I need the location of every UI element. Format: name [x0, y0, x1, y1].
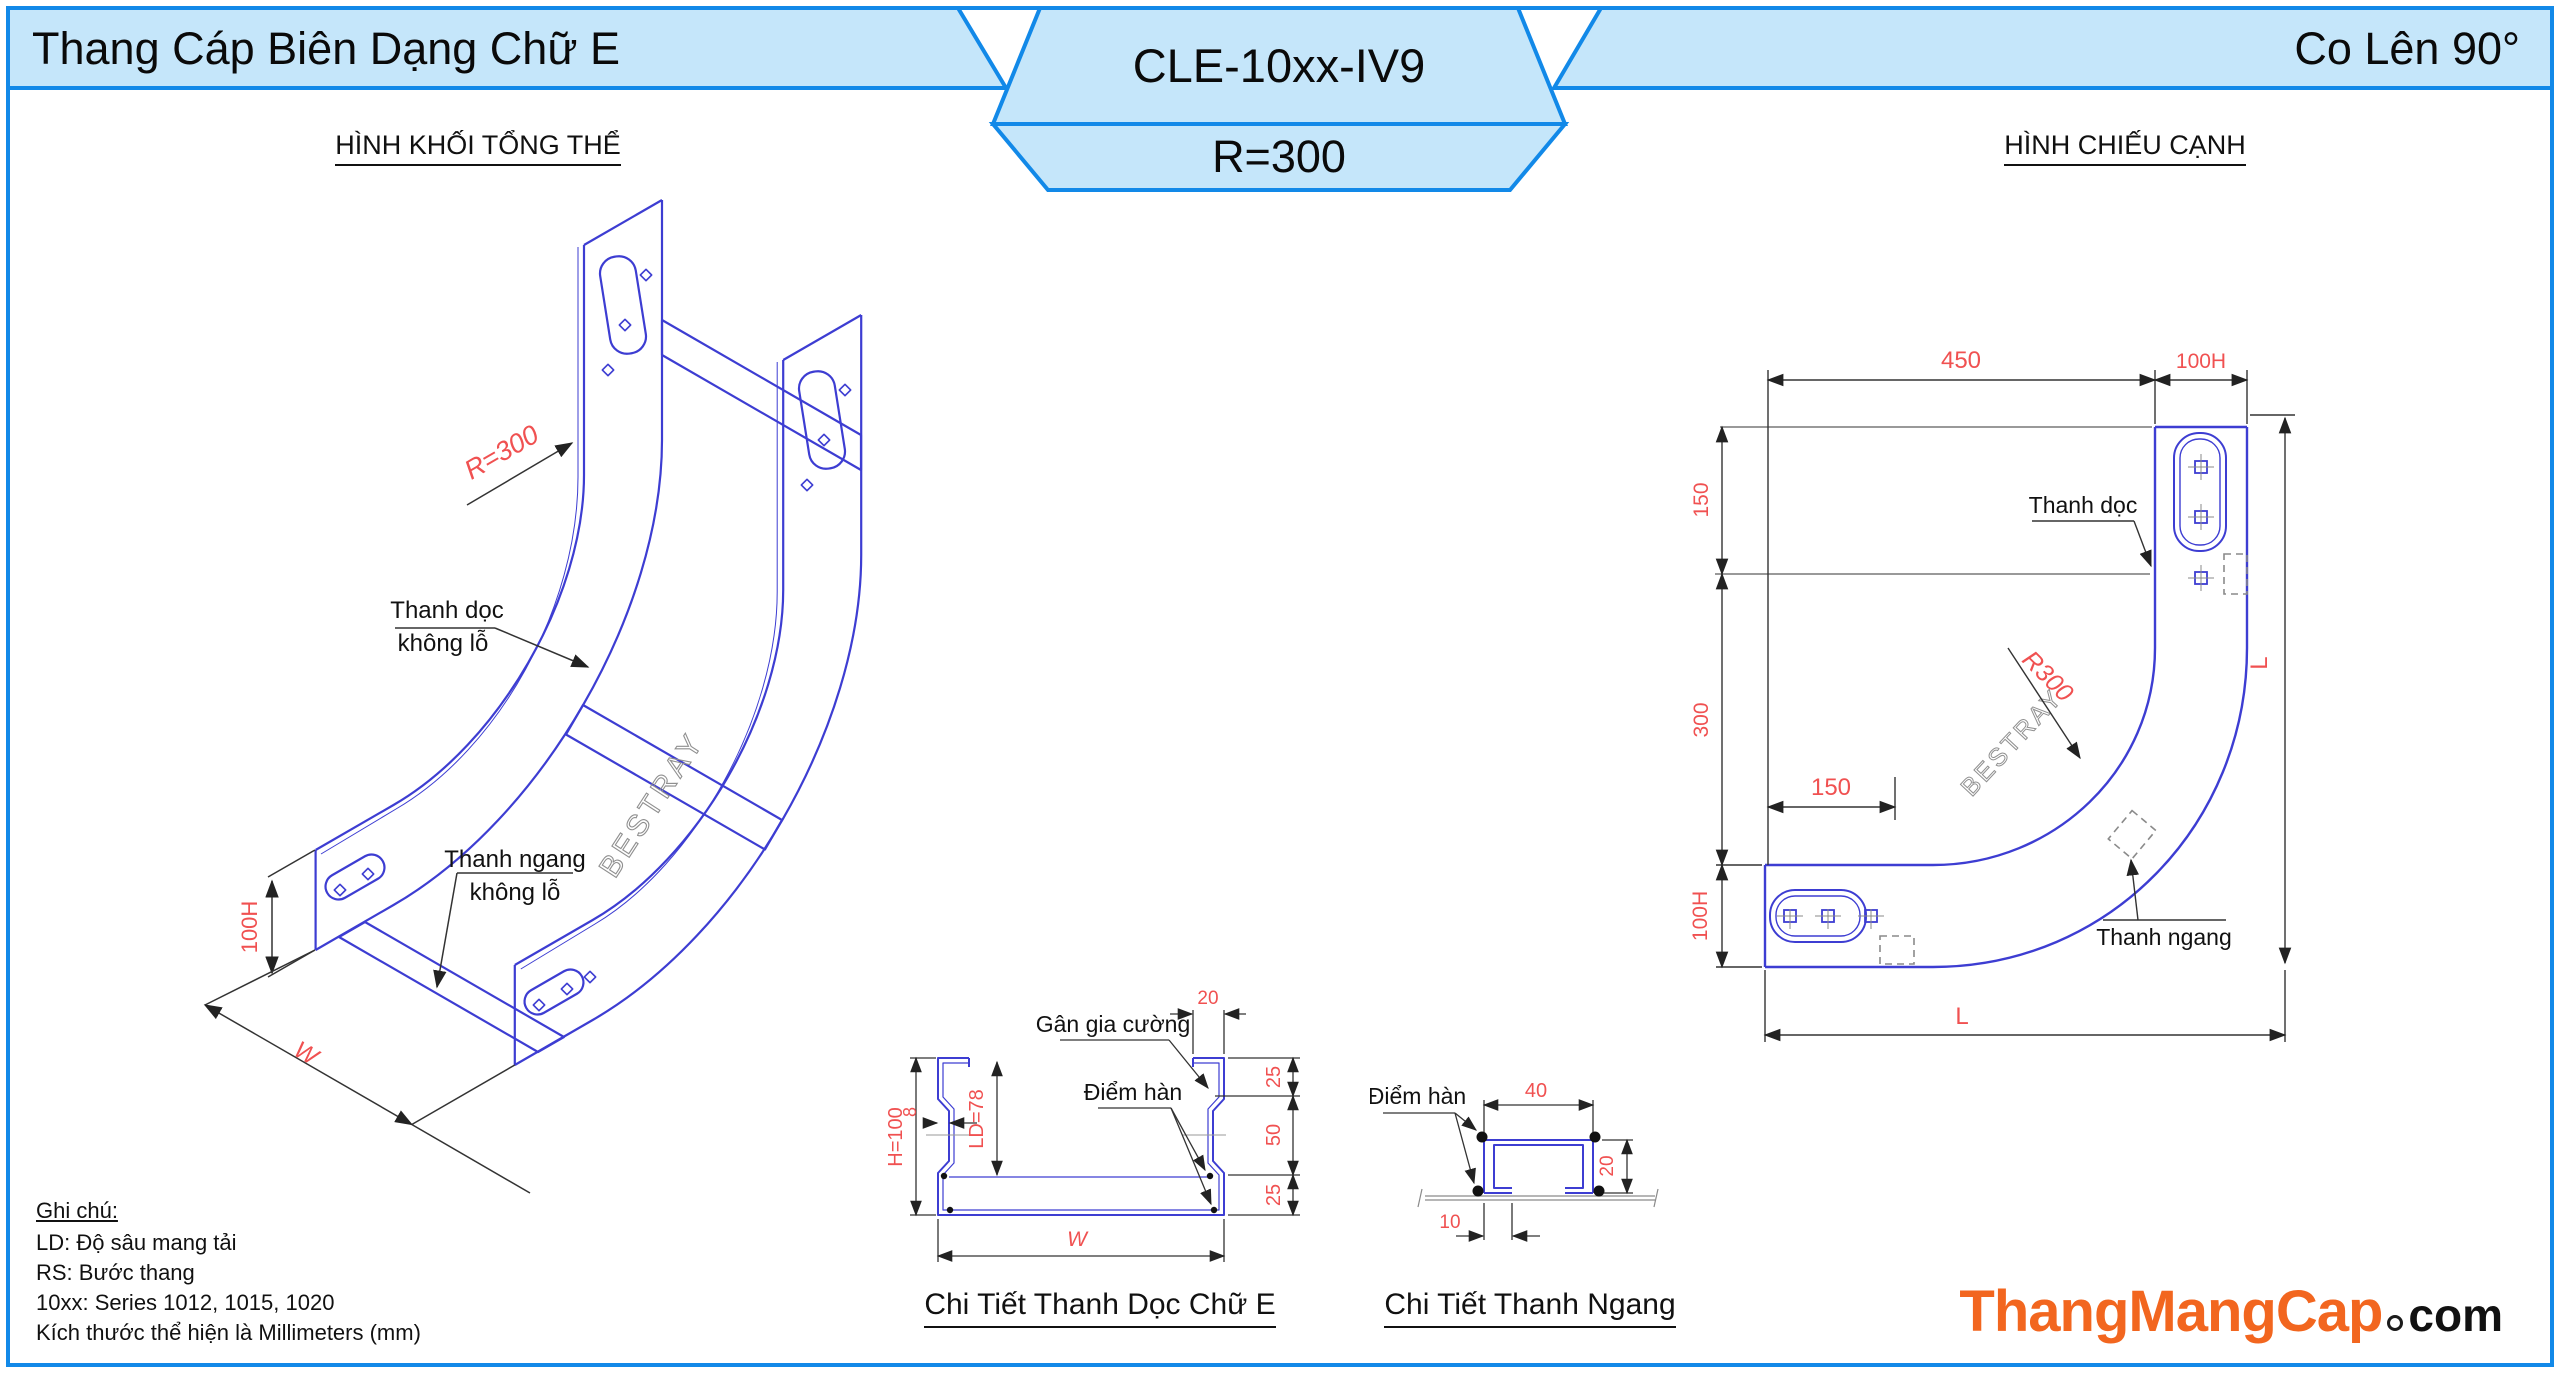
- e-dim-8: 8: [900, 1107, 920, 1117]
- side-dim-450: 450: [1941, 347, 1981, 374]
- header-radius-shape: [988, 122, 1570, 192]
- notes-block: Ghi chú: LD: Độ sâu mang tải RS: Bước th…: [36, 1196, 421, 1348]
- elbow-type: Co Lên 90°: [2294, 23, 2520, 74]
- rung-weld-dots: [1472, 1131, 1605, 1197]
- iso-dim-100h: 100H: [237, 901, 262, 954]
- iso-dim-w: W: [289, 1036, 324, 1072]
- model-code: CLE-10xx-IV9: [1133, 39, 1426, 92]
- e-weld-dots: [940, 1172, 1218, 1214]
- notes-title: Ghi chú:: [36, 1198, 118, 1223]
- iso-slot-front-bottom: [523, 968, 585, 1016]
- side-length-right: L: [2246, 656, 2273, 669]
- note-line: 10xx: Series 1012, 1015, 1020: [36, 1290, 335, 1315]
- iso-watermark: BESTRAY: [593, 726, 711, 883]
- iso-slot-back-bottom: [324, 853, 386, 901]
- brand-logo: ThangMangCap com: [1959, 1278, 2503, 1345]
- side-elbow-drawing: [1763, 425, 2249, 969]
- side-section-title: HÌNH CHIẾU CẠNH: [1925, 130, 2325, 166]
- product-title: Thang Cáp Biên Dạng Chữ E: [32, 23, 620, 74]
- rung-annotations: [1383, 1099, 1633, 1242]
- iso-slot-front-top: [797, 370, 847, 470]
- iso-rung-top: [660, 318, 863, 472]
- iso-rung-label-line1: Thanh ngang: [444, 846, 585, 873]
- e-dim-25-top: 25: [1263, 1066, 1285, 1088]
- header-banner: Thang Cáp Biên Dạng Chữ E Co Lên 90° CLE…: [6, 6, 2554, 192]
- iso-annotations: [203, 442, 590, 1194]
- e-weld-label: Điểm hàn: [1084, 1079, 1182, 1105]
- side-rung-label: Thanh ngang: [2096, 924, 2232, 950]
- rung-profile-drawing: [1483, 1139, 1594, 1194]
- note-line: RS: Bước thang: [36, 1260, 195, 1285]
- isometric-view: BESTRAY R=300 Thanh dọc không lỗ Thanh n…: [203, 199, 863, 1194]
- side-view: BESTRAY 450 100H 150 300 100H 150 R300 L…: [1690, 347, 2295, 1042]
- rung-detail: 40 20 10 Điểm hàn: [1370, 1080, 1659, 1242]
- iso-slot-back-top: [598, 255, 648, 355]
- note-line: Kích thước thể hiện là Millimeters (mm): [36, 1320, 421, 1345]
- e-dim-ld: LD=78: [966, 1089, 988, 1149]
- header-right-shape: [1550, 6, 2554, 90]
- iso-section-title: HÌNH KHỐI TỔNG THỂ: [228, 130, 728, 166]
- dot-ring-icon: [2387, 1315, 2404, 1331]
- e-dim-25-bottom: 25: [1263, 1184, 1285, 1206]
- iso-rung-bottom: [337, 920, 566, 1054]
- side-dim-150-left: 150: [1690, 482, 1713, 517]
- rung-dim-20: 20: [1597, 1155, 1618, 1176]
- e-dim-h: H=100: [885, 1107, 907, 1167]
- iso-rail-label-line2: không lỗ: [398, 630, 489, 657]
- rung-weld-label: Điểm hàn: [1370, 1083, 1466, 1109]
- side-length-bottom: L: [1955, 1003, 1968, 1030]
- radius-code: R=300: [1212, 131, 1346, 182]
- e-dim-50: 50: [1263, 1124, 1285, 1146]
- e-profile-drawing: [937, 1057, 1225, 1216]
- side-annotations: [1715, 370, 2295, 1042]
- rung-detail-title: Chi Tiết Thanh Ngang: [1360, 1288, 1700, 1328]
- note-line: LD: Độ sâu mang tải: [36, 1230, 237, 1255]
- iso-ladder-drawing: [314, 199, 863, 1066]
- side-rail-label: Thanh dọc: [2029, 492, 2138, 518]
- brand-tld: com: [2408, 1289, 2503, 1341]
- side-dim-300: 300: [1690, 702, 1713, 737]
- side-dim-150-inner: 150: [1811, 774, 1851, 801]
- iso-radius-label: R=300: [459, 419, 544, 485]
- e-dim-w: W: [1067, 1228, 1089, 1251]
- side-dim-100h-top: 100H: [2176, 350, 2226, 373]
- e-dim-20: 20: [1197, 988, 1218, 1009]
- rung-dim-40: 40: [1525, 1080, 1547, 1102]
- iso-rung-label-line2: không lỗ: [470, 879, 561, 906]
- e-annotations: [910, 1008, 1300, 1262]
- e-profile-detail: H=100 LD=78 8 20 25 50 25 W Gân gia cườn…: [885, 988, 1300, 1262]
- iso-rail-label-line1: Thanh dọc: [390, 597, 503, 624]
- e-rib-label: Gân gia cường: [1036, 1011, 1191, 1037]
- rung-baseline: [1417, 1188, 1659, 1208]
- side-watermark: BESTRAY: [1956, 683, 2069, 801]
- brand-name: ThangMangCap: [1959, 1279, 2383, 1344]
- rung-dim-10: 10: [1439, 1212, 1460, 1233]
- hidden-rungs-dashed: [1879, 553, 2248, 965]
- e-profile-title: Chi Tiết Thanh Dọc Chữ E: [880, 1288, 1320, 1328]
- bolt-center-ticks: [1777, 454, 2214, 929]
- iso-rung-middle: [564, 703, 784, 851]
- side-dim-100h-bottom: 100H: [1690, 891, 1712, 941]
